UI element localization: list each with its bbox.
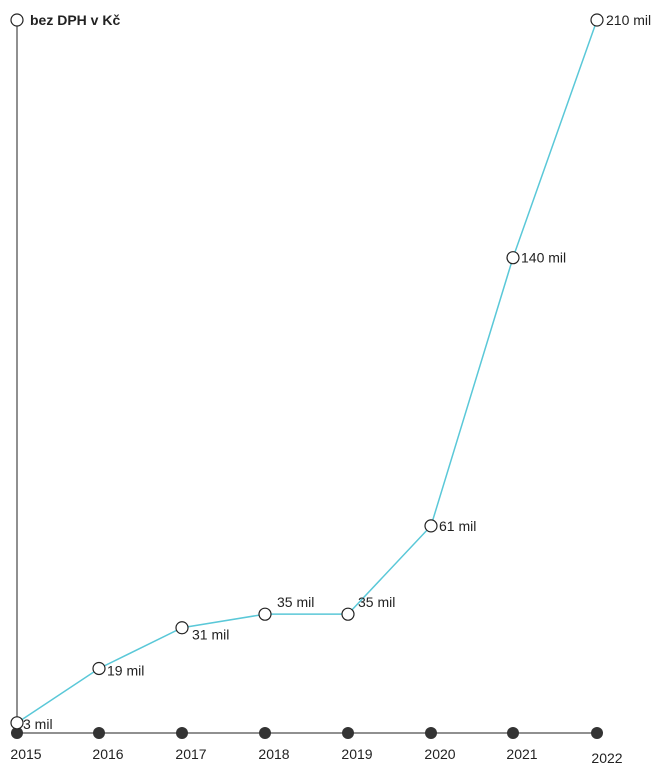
x-tick-label-2018: 2018 [258,746,289,762]
x-tick-label-2015: 2015 [10,746,41,762]
y-axis-top-marker [10,13,24,27]
data-point-2017 [175,621,189,635]
x-tick-dot-2018 [259,727,271,739]
data-point-2020 [424,519,438,533]
x-tick-dot-2016 [93,727,105,739]
x-tick-dot-2017 [176,727,188,739]
x-tick-dot-2020 [425,727,437,739]
data-label-2022: 210 mil [606,12,651,28]
series-line [16,19,598,724]
data-label-2015: 3 mil [23,716,53,732]
data-label-2017: 31 mil [192,627,229,643]
x-tick-label-2016: 2016 [92,746,123,762]
x-tick-label-2020: 2020 [424,746,455,762]
data-label-2018: 35 mil [277,594,314,610]
x-tick-label-2019: 2019 [341,746,372,762]
data-label-2016: 19 mil [107,662,144,678]
data-point-2021 [506,251,520,265]
data-labels: 3 mil 19 mil 31 mil 35 mil 35 mil 61 mil 140 m… [23,12,651,732]
data-label-2021: 140 mil [521,250,566,266]
x-tick-dot-2015 [11,727,23,739]
data-label-2019: 35 mil [358,594,395,610]
data-points [10,13,604,730]
x-tick-dot-2022 [591,727,603,739]
x-tick-label-2021: 2021 [506,746,537,762]
data-point-2018 [258,607,272,621]
data-point-2016 [92,661,106,676]
data-label-2020: 61 mil [439,518,476,534]
x-tick-label-2022: 2022 [591,750,622,763]
x-tick-label-2017: 2017 [175,746,206,762]
x-tick-dot-2021 [507,727,519,739]
x-tick-dots [11,727,603,739]
data-point-2019 [341,607,355,621]
x-tick-dot-2019 [342,727,354,739]
y-axis-label: bez DPH v Kč [30,12,120,28]
x-tick-labels: 2015 2016 2017 2018 2019 2020 2021 2022 [10,746,622,763]
data-point-2015 [10,716,24,730]
data-point-2022 [590,13,604,27]
